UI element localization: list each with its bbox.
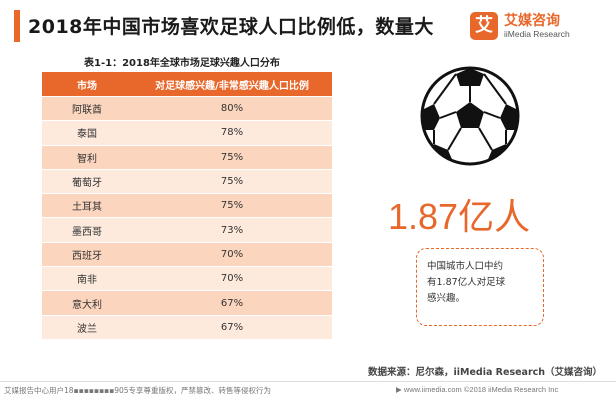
cell-ratio: 80%	[132, 95, 332, 121]
table-row: 泰国 78%	[42, 120, 332, 146]
table-row: 南非 70%	[42, 266, 332, 291]
cell-ratio: 75%	[132, 193, 332, 218]
cell-market: 阿联酋	[42, 95, 132, 121]
cell-market: 葡萄牙	[42, 168, 132, 194]
table-row: 智利 75%	[42, 144, 332, 170]
table-row: 西班牙 70%	[42, 241, 332, 267]
soccer-ball-icon	[420, 66, 520, 166]
table-row: 意大利 67%	[42, 290, 332, 316]
cell-ratio: 75%	[132, 168, 332, 194]
note-line: 有1.87亿人对足球	[427, 277, 506, 288]
note-callout: 中国城市人口中约 有1.87亿人对足球 感兴趣。	[416, 248, 544, 326]
market-interest-table: 市场 对足球感兴趣/非常感兴趣人口比例 阿联酋 80% 泰国 78% 智利 75% 葡萄牙 7…	[42, 72, 332, 339]
cell-market: 墨西哥	[42, 217, 132, 243]
logo-mark: 艾	[470, 12, 498, 40]
data-source: 数据来源：尼尔森，iiMedia Research（艾媒咨询）	[368, 367, 603, 378]
column-header-market: 市场	[42, 72, 132, 97]
cell-market: 波兰	[42, 314, 132, 339]
table-row: 波兰 67%	[42, 314, 332, 339]
table-row: 阿联酋 80%	[42, 95, 332, 121]
cell-ratio: 78%	[132, 120, 332, 146]
cell-market: 土耳其	[42, 193, 132, 218]
table-row: 葡萄牙 75%	[42, 168, 332, 194]
cell-market: 泰国	[42, 120, 132, 146]
column-header-ratio: 对足球感兴趣/非常感兴趣人口比例	[132, 72, 332, 97]
page-title: 2018年中国市场喜欢足球人口比例低，数量大	[28, 16, 434, 38]
cell-market: 南非	[42, 266, 132, 291]
table-caption: 表1-1：2018年全球市场足球兴趣人口分布	[84, 58, 280, 69]
table-row: 土耳其 75%	[42, 193, 332, 218]
table-header-row: 市场 对足球感兴趣/非常感兴趣人口比例	[42, 72, 332, 97]
cell-ratio: 70%	[132, 266, 332, 291]
table-row: 墨西哥 73%	[42, 217, 332, 243]
logo-name-cn: 艾媒咨询	[504, 13, 560, 29]
cell-ratio: 67%	[132, 290, 332, 316]
footer-website: ▶ www.iimedia.com ©2018 iiMedia Research…	[396, 385, 559, 394]
footer-divider	[0, 381, 616, 382]
brand-logo: 艾 艾媒咨询 iiMedia Research	[470, 10, 610, 50]
note-line: 感兴趣。	[427, 293, 466, 304]
cell-market: 意大利	[42, 290, 132, 316]
cell-market: 西班牙	[42, 241, 132, 267]
note-line: 中国城市人口中约	[427, 261, 504, 272]
cell-ratio: 73%	[132, 217, 332, 243]
highlight-number: 1.87亿人	[388, 196, 531, 237]
cell-ratio: 75%	[132, 144, 332, 170]
cell-ratio: 67%	[132, 314, 332, 339]
cell-market: 智利	[42, 144, 132, 170]
logo-name-en: iiMedia Research	[504, 29, 570, 39]
footer-copyright-notice: 艾媒报告中心用户18▪▪▪▪▪▪▪▪905专享尊重版权，严禁篡改、转售等侵权行为	[4, 386, 272, 395]
title-accent-bar	[14, 10, 20, 42]
cell-ratio: 70%	[132, 241, 332, 267]
